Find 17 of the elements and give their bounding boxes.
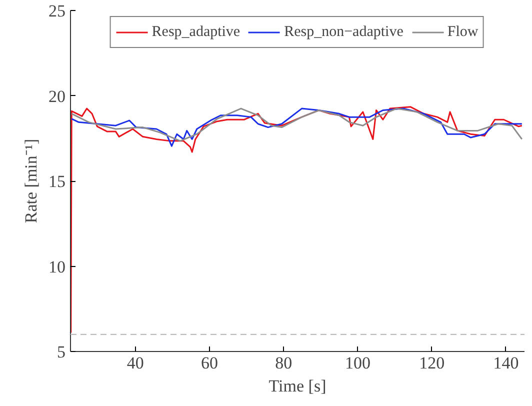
x-axis-title: Time [s] (268, 376, 326, 396)
legend-label: Resp_adaptive (152, 24, 240, 40)
x-tick-label: 40 (126, 354, 144, 372)
x-tick-label: 120 (419, 354, 445, 372)
y-tick-label: 20 (48, 86, 66, 106)
x-tick-label: 80 (275, 354, 292, 372)
y-axis-title: Rate [min⁻¹] (22, 138, 40, 224)
y-tick-label: 15 (48, 172, 66, 191)
x-tick-label: 140 (493, 354, 519, 372)
legend-label: Resp_non−adaptive (284, 24, 404, 40)
legend-label: Flow (447, 24, 478, 40)
y-tick-label: 5 (57, 342, 66, 362)
x-tick-label: 60 (200, 354, 218, 372)
y-tick-label: 10 (48, 257, 66, 276)
y-tick-label: 25 (48, 2, 66, 20)
line-series (70, 106, 523, 334)
x-tick-label: 100 (344, 354, 370, 372)
